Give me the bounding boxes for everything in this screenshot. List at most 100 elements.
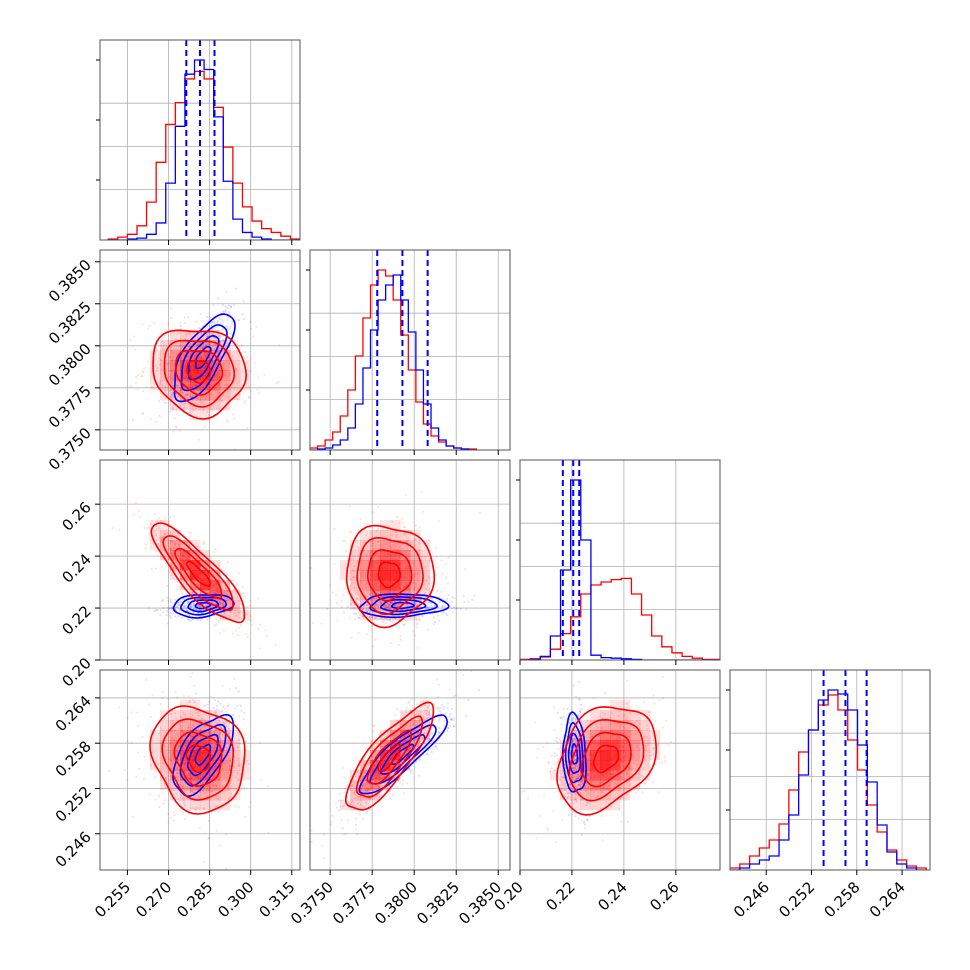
scatter-point [222, 320, 225, 323]
scatter-point [427, 748, 430, 752]
scatter-point [212, 730, 215, 733]
scatter-point [357, 604, 361, 607]
density-cell [400, 710, 411, 721]
scatter-point [416, 622, 419, 625]
scatter-point [207, 726, 210, 729]
contours-red [152, 329, 248, 420]
histogram-p1 [310, 250, 478, 450]
scatter-point [441, 612, 444, 615]
scatter-point [214, 728, 217, 731]
scatter-point [188, 345, 191, 348]
density-cell [220, 750, 231, 761]
scatter-point [438, 595, 441, 599]
scatter-point [160, 538, 163, 541]
scatter-point [357, 592, 360, 595]
scatter-point [204, 604, 207, 607]
scatter-point [190, 411, 193, 414]
scatter-point [172, 352, 175, 355]
scatter-point [414, 634, 417, 637]
scatter-point [443, 605, 446, 608]
density-cell [200, 760, 211, 771]
scatter-panel-p0-p3 [108, 670, 270, 870]
scatter-point [198, 604, 201, 607]
scatter-point [425, 709, 429, 712]
scatter-point [393, 547, 396, 550]
scatter-point [366, 610, 369, 613]
scatter-point [418, 740, 421, 743]
scatter-point [367, 789, 370, 792]
density-cell [360, 800, 371, 811]
scatter-point [367, 788, 370, 791]
scatter-point [425, 716, 429, 720]
scatter-point [371, 591, 374, 594]
scatter-point [204, 704, 207, 708]
scatter-point [450, 718, 453, 721]
contour-line [163, 339, 236, 408]
scatter-point [574, 765, 577, 769]
grid-lines [519, 460, 720, 660]
scatter-point [134, 381, 138, 385]
scatter-point [427, 738, 430, 741]
scatter-point [215, 829, 218, 832]
scatter-point [161, 383, 164, 387]
scatter-point [398, 781, 402, 784]
scatter-point [243, 594, 246, 598]
scatter-point [401, 712, 404, 715]
scatter-point [426, 753, 429, 756]
scatter-point [172, 546, 176, 549]
scatter-point [177, 798, 180, 801]
scatter-point [369, 749, 373, 752]
scatter-point [189, 606, 192, 609]
scatter-point [238, 742, 241, 745]
scatter-point [387, 541, 390, 544]
scatter-point [448, 688, 451, 691]
scatter-point [144, 543, 148, 546]
scatter-point [221, 684, 224, 687]
scatter-point [275, 381, 278, 385]
scatter-point [364, 756, 367, 759]
scatter-point [428, 713, 431, 716]
scatter-point [141, 412, 144, 416]
scatter-point [464, 715, 468, 718]
scatter-point [168, 571, 171, 574]
scatter-point [241, 312, 244, 316]
scatter-point [176, 769, 179, 772]
scatter-point [255, 325, 258, 328]
scatter-point [417, 731, 420, 734]
scatter-point [392, 544, 395, 547]
scatter-point [310, 840, 313, 844]
scatter-point [245, 759, 249, 763]
scatter-point [409, 770, 413, 774]
scatter-point [404, 526, 407, 529]
scatter-point [443, 724, 446, 727]
scatter-point [346, 785, 349, 788]
scatter-point [245, 632, 248, 636]
scatter-point [156, 519, 159, 522]
scatter-point [154, 513, 157, 516]
scatter-point [336, 806, 339, 809]
scatter-point [418, 542, 421, 545]
scatter-point [387, 739, 390, 743]
scatter-point [236, 382, 239, 385]
scatter-point [207, 413, 211, 416]
scatter-point [108, 770, 111, 773]
scatter-point [213, 336, 216, 340]
scatter-point [175, 772, 179, 775]
scatter-point [209, 715, 212, 718]
scatter-point [360, 804, 363, 808]
scatter-point [357, 783, 361, 787]
scatter-point [188, 332, 191, 335]
scatter-point [197, 786, 200, 789]
scatter-point [222, 728, 225, 731]
scatter-point [234, 707, 237, 710]
density-cell [230, 380, 241, 391]
scatter-point [205, 335, 208, 338]
scatter-point [426, 713, 429, 716]
scatter-point [387, 605, 390, 608]
scatter-point [164, 533, 167, 536]
scatter-point [359, 803, 362, 806]
scatter-point [400, 608, 403, 611]
density-cell [160, 540, 171, 551]
scatter-point [387, 603, 390, 606]
scatter-point [357, 798, 360, 801]
